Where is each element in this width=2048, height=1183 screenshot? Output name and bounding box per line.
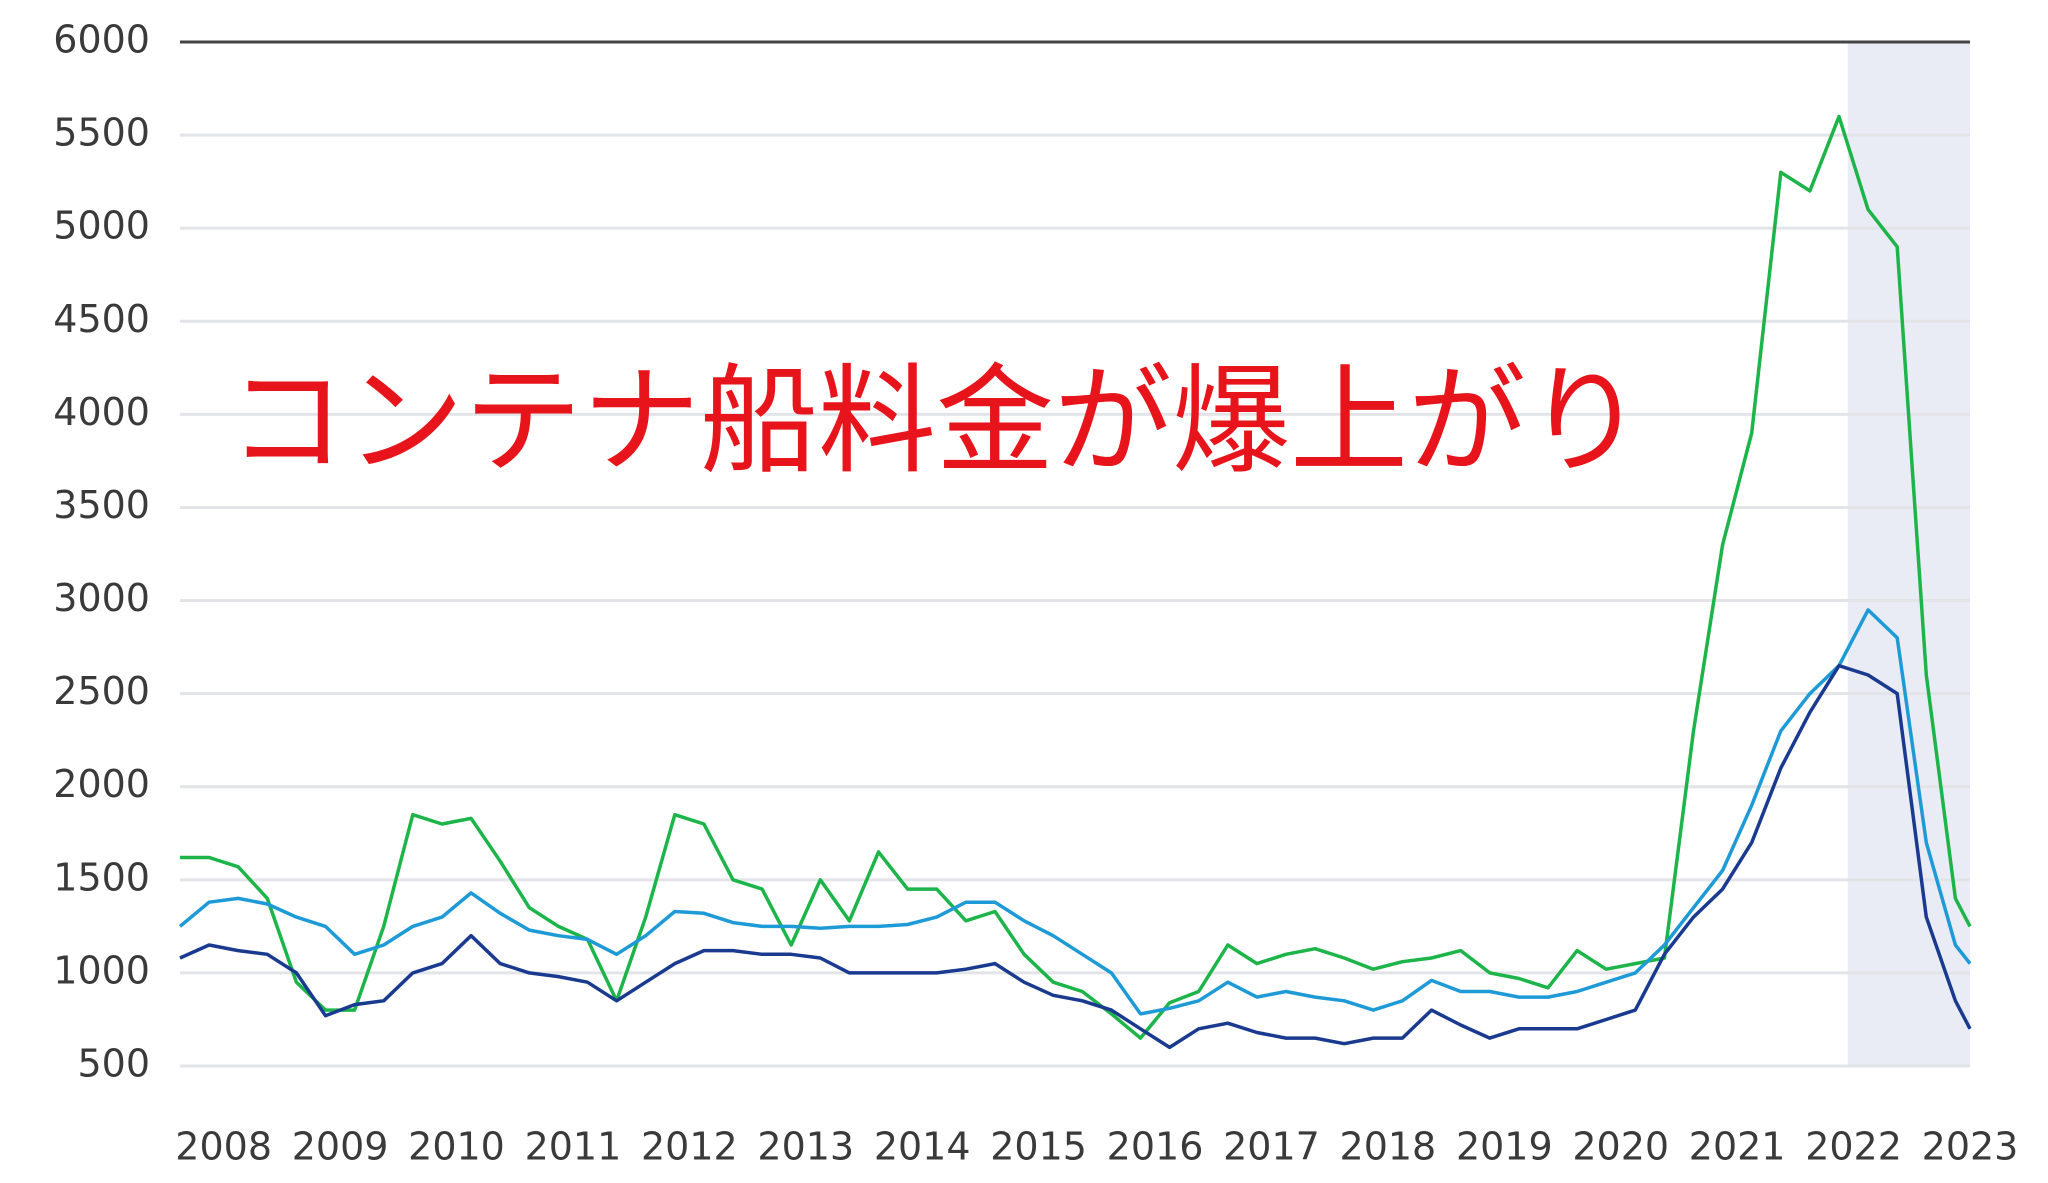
shaded-region [1847,42,1970,1066]
series-line [178,608,1972,1016]
x-tick-label: 2017 [1223,1125,1320,1169]
y-tick-label: 2500 [53,669,150,713]
plot-background [180,40,1970,1068]
x-tick-label: 2016 [1107,1125,1204,1169]
y-tick-label: 500 [77,1042,150,1086]
x-tick-label: 2009 [292,1125,389,1169]
y-tick-label: 5500 [53,111,150,155]
x-tick-label: 2010 [408,1125,505,1169]
x-tick-label: 2018 [1340,1125,1437,1169]
x-tick-label: 2021 [1689,1125,1786,1169]
y-tick-label: 4500 [53,297,150,341]
x-tick-label: 2022 [1805,1125,1902,1169]
y-tick-label: 6000 [53,18,150,62]
y-tick-label: 5000 [53,204,150,248]
series-line [179,663,1972,1050]
x-tick-label: 2023 [1922,1125,2019,1169]
y-tick-label: 3000 [53,576,150,620]
x-tick-label: 2013 [757,1125,854,1169]
y-tick-label: 3500 [53,483,150,527]
x-tick-label: 2008 [175,1125,272,1169]
y-tick-label: 2000 [53,762,150,806]
annotation: コンテナ船料金が爆上がり [228,352,1644,490]
x-tick-label: 2015 [990,1125,1087,1169]
y-tick-label: 1500 [53,855,150,899]
x-tick-label: 2014 [874,1125,971,1169]
series-line [180,114,1972,1040]
x-tick-label: 2011 [525,1125,622,1169]
y-tick-label: 1000 [53,948,150,992]
y-tick-label: 4000 [53,390,150,434]
x-tick-label: 2019 [1456,1125,1553,1169]
plot-lines [178,114,1972,1050]
x-tick-label: 2020 [1572,1125,1669,1169]
x-tick-label: 2012 [641,1125,738,1169]
